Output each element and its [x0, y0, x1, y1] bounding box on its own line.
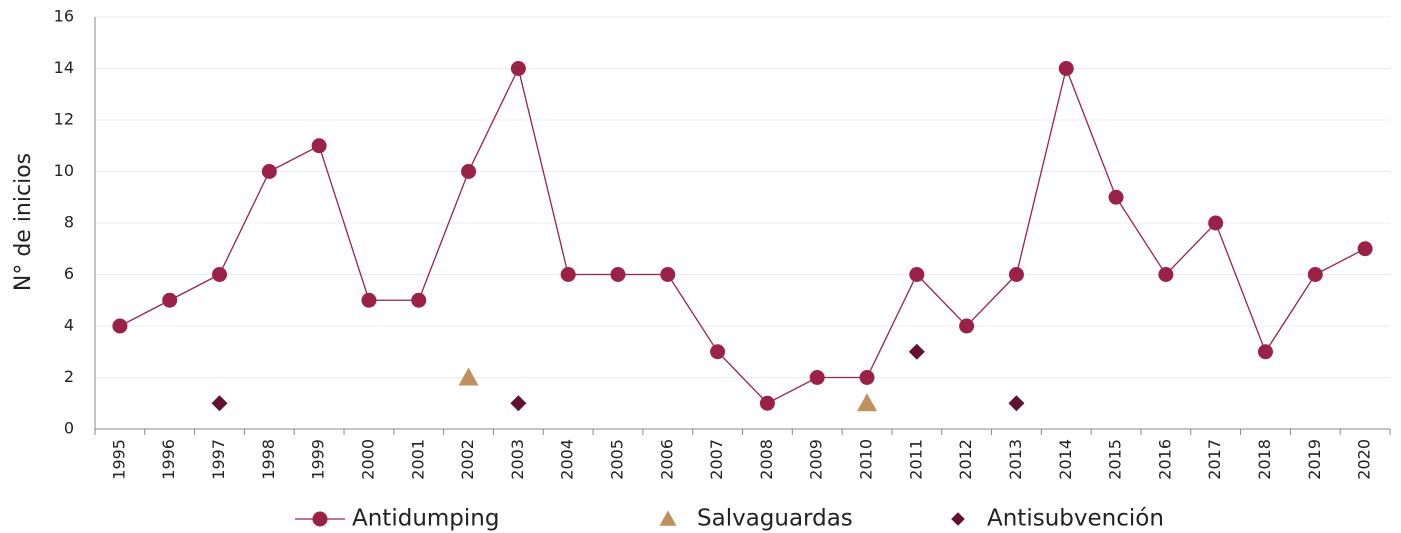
x-tick-label: 2000 — [358, 439, 377, 480]
point — [610, 267, 626, 282]
y-tick-label: 12 — [54, 110, 74, 129]
point — [510, 61, 526, 76]
y-tick-label: 2 — [64, 367, 74, 386]
point — [959, 318, 975, 334]
x-tick-label: 1996 — [159, 439, 178, 480]
x-tick-label: 1999 — [309, 439, 328, 480]
point — [859, 370, 875, 385]
x-tick-label: 2005 — [607, 439, 626, 480]
legend-label: Antidumping — [352, 506, 499, 532]
y-axis-label: N° de inicios — [11, 153, 36, 291]
y-tick-label: 0 — [64, 419, 74, 438]
point — [458, 367, 479, 386]
x-tick-label: 2017 — [1205, 439, 1224, 480]
point — [1008, 267, 1024, 282]
x-tick-label: 2003 — [508, 439, 527, 480]
y-tick-label: 16 — [54, 7, 74, 26]
point — [461, 164, 477, 179]
x-tick-label: 2019 — [1305, 439, 1324, 480]
x-tick-label: 2006 — [657, 439, 676, 480]
point — [560, 267, 576, 282]
legend-label: Antisubvención — [987, 506, 1164, 532]
legend-marker — [951, 512, 965, 526]
series-line — [119, 66, 1366, 405]
legend-marker — [312, 511, 328, 527]
x-tick-label: 2007 — [707, 439, 726, 480]
point — [759, 395, 775, 411]
point — [411, 292, 427, 308]
point — [311, 138, 327, 154]
x-tick-label: 1997 — [209, 439, 228, 480]
x-tick-label: 2010 — [857, 439, 876, 480]
y-tick-label: 14 — [54, 58, 74, 77]
point — [1307, 267, 1323, 282]
x-tick-label: 2018 — [1255, 439, 1274, 480]
point — [162, 292, 178, 308]
point — [212, 267, 228, 282]
point — [1357, 241, 1373, 257]
x-tick-label: 2015 — [1106, 439, 1125, 480]
point — [909, 267, 925, 282]
x-tick-label: 2009 — [807, 439, 826, 480]
point — [857, 393, 878, 412]
point — [1257, 344, 1273, 360]
x-tick-label: 2013 — [1006, 439, 1025, 480]
point — [1008, 395, 1025, 412]
x-tick-label: 2016 — [1155, 439, 1174, 480]
point — [261, 164, 277, 179]
point — [710, 344, 726, 360]
y-tick-label: 4 — [64, 316, 74, 335]
legend-label: Salvaguardas — [697, 506, 853, 532]
legend-marker — [659, 510, 677, 526]
y-tick-label: 6 — [64, 264, 74, 283]
point — [809, 370, 825, 385]
x-tick-label: 2002 — [458, 439, 477, 480]
point — [112, 318, 128, 334]
y-tick-label: 8 — [64, 213, 74, 232]
x-tick-label: 2001 — [408, 439, 427, 480]
point — [660, 267, 676, 282]
x-tick-label: 2004 — [558, 439, 577, 480]
point — [1108, 189, 1124, 205]
point — [211, 395, 228, 412]
point — [1058, 61, 1074, 76]
point — [361, 292, 377, 308]
point — [1158, 267, 1174, 282]
x-tick-label: 2008 — [757, 439, 776, 480]
point — [510, 395, 527, 412]
x-tick-label: 2011 — [906, 439, 925, 480]
x-tick-label: 1995 — [109, 439, 128, 480]
point — [1208, 215, 1224, 231]
x-tick-label: 2020 — [1355, 439, 1374, 480]
point — [908, 343, 925, 360]
y-tick-label: 10 — [54, 161, 74, 180]
x-tick-label: 2012 — [956, 439, 975, 480]
x-tick-label: 2014 — [1056, 439, 1075, 480]
x-tick-label: 1998 — [259, 439, 278, 480]
